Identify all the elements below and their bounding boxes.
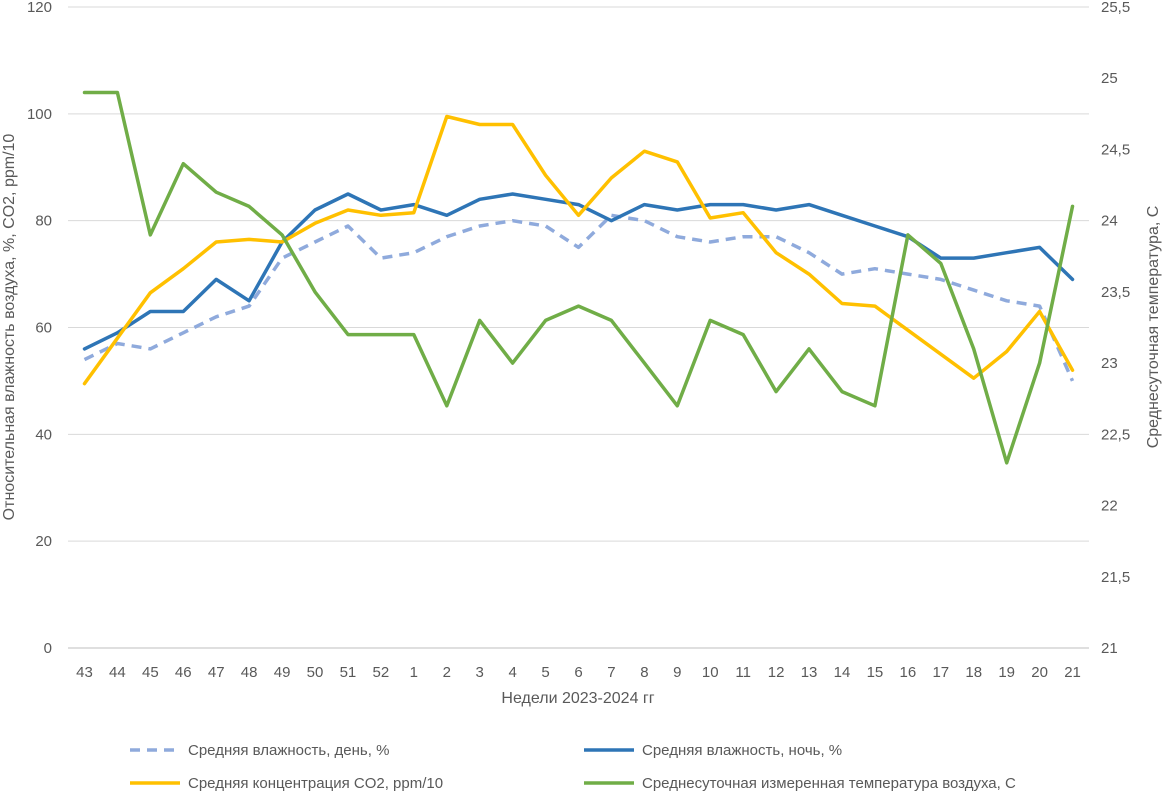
x-tick-label: 18 bbox=[965, 664, 982, 681]
x-tick-label: 3 bbox=[476, 664, 484, 681]
left-y-tick-label: 0 bbox=[44, 640, 52, 657]
x-tick-label: 6 bbox=[574, 664, 582, 681]
x-tick-label: 7 bbox=[607, 664, 615, 681]
x-tick-label: 14 bbox=[834, 664, 851, 681]
left-y-tick-label: 120 bbox=[27, 0, 52, 16]
series-line-3 bbox=[82, 114, 1075, 386]
x-tick-label: 48 bbox=[241, 664, 258, 681]
x-tick-label: 11 bbox=[735, 664, 751, 681]
x-tick-label: 13 bbox=[801, 664, 818, 681]
x-tick-label: 4 bbox=[508, 664, 516, 681]
x-tick-label: 8 bbox=[640, 664, 648, 681]
right-y-tick-label: 25,5 bbox=[1101, 0, 1130, 16]
tick-labels: 0204060801001202121,52222,52323,52424,52… bbox=[27, 0, 1130, 681]
series-line-2 bbox=[82, 192, 1075, 351]
x-tick-label: 52 bbox=[373, 664, 390, 681]
x-tick-label: 10 bbox=[702, 664, 719, 681]
left-y-tick-label: 60 bbox=[35, 320, 52, 337]
x-tick-label: 19 bbox=[998, 664, 1015, 681]
legend-label: Среднесуточная измеренная температура во… bbox=[642, 775, 1016, 791]
x-tick-label: 5 bbox=[541, 664, 549, 681]
left-y-tick-label: 20 bbox=[35, 533, 52, 550]
gridlines bbox=[68, 6, 1089, 649]
legend-label: Средняя влажность, день, % bbox=[188, 742, 389, 759]
left-y-tick-label: 100 bbox=[27, 106, 52, 123]
series-line-4 bbox=[82, 90, 1075, 465]
x-tick-label: 12 bbox=[768, 664, 785, 681]
right-y-tick-label: 23,5 bbox=[1101, 284, 1130, 301]
x-tick-label: 47 bbox=[208, 664, 225, 681]
left-y-tick-label: 80 bbox=[35, 213, 52, 230]
x-tick-label: 15 bbox=[867, 664, 884, 681]
right-y-tick-label: 22 bbox=[1101, 498, 1118, 515]
x-tick-label: 44 bbox=[109, 664, 126, 681]
x-tick-label: 17 bbox=[932, 664, 949, 681]
x-tick-label: 1 bbox=[410, 664, 418, 681]
x-tick-label: 20 bbox=[1031, 664, 1048, 681]
series-lines bbox=[82, 90, 1075, 465]
right-y-tick-label: 24 bbox=[1101, 213, 1118, 230]
x-axis-title: Недели 2023-2024 гг bbox=[501, 690, 654, 707]
right-y-tick-label: 21 bbox=[1101, 640, 1118, 657]
x-tick-label: 2 bbox=[443, 664, 451, 681]
x-tick-label: 45 bbox=[142, 664, 159, 681]
x-tick-label: 49 bbox=[274, 664, 291, 681]
x-tick-label: 43 bbox=[76, 664, 93, 681]
x-tick-label: 46 bbox=[175, 664, 192, 681]
x-tick-label: 16 bbox=[900, 664, 917, 681]
x-tick-label: 50 bbox=[307, 664, 324, 681]
series-line-1 bbox=[83, 213, 1075, 382]
right-y-tick-label: 22,5 bbox=[1101, 426, 1130, 443]
right-y-tick-label: 25 bbox=[1101, 70, 1118, 87]
right-y-tick-label: 21,5 bbox=[1101, 569, 1130, 586]
legend: Средняя влажность, день, % Средняя влажно… bbox=[130, 742, 1016, 791]
x-tick-label: 9 bbox=[673, 664, 681, 681]
right-y-tick-label: 23 bbox=[1101, 355, 1118, 372]
right-y-axis-title: Среднесуточная температура, С bbox=[1145, 206, 1162, 449]
right-y-tick-label: 24,5 bbox=[1101, 141, 1130, 158]
x-tick-label: 51 bbox=[340, 664, 357, 681]
left-y-tick-label: 40 bbox=[35, 426, 52, 443]
left-y-axis-title: Относительная влажность воздуха, %, CO2,… bbox=[1, 134, 18, 521]
legend-label: Средняя концентрация CO2, ppm/10 bbox=[188, 775, 443, 791]
legend-label: Средняя влажность, ночь, % bbox=[642, 742, 842, 759]
x-tick-label: 21 bbox=[1064, 664, 1081, 681]
